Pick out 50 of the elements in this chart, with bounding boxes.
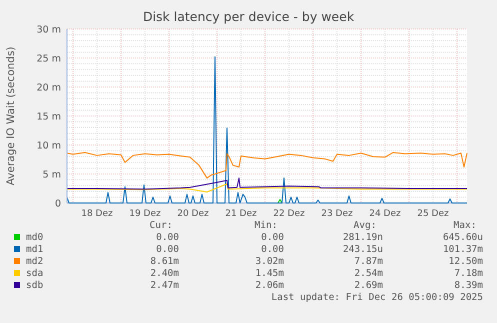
- y-tick-label: 30 m: [36, 24, 61, 36]
- text: 281.19n: [342, 232, 383, 243]
- y-tick-label: 15 m: [36, 111, 61, 122]
- legend-label: md1: [26, 244, 44, 255]
- text: 2.47m: [150, 280, 180, 291]
- x-tick-label: 24 Dez: [369, 209, 402, 219]
- legend-label: md0: [26, 232, 44, 243]
- chart-title: Disk latency per device - by week: [142, 9, 355, 24]
- y-tick-label: 20 m: [36, 82, 61, 94]
- text: 101.37m: [442, 244, 484, 255]
- legend-label: sda: [26, 268, 44, 279]
- y-tick-label: 10 m: [36, 140, 61, 152]
- text: 2.54m: [354, 268, 384, 279]
- x-tick-label: 23 Dez: [321, 209, 354, 219]
- y-tick-label: 25 m: [36, 53, 61, 64]
- text: 2.69m: [354, 280, 384, 291]
- text: Min:: [254, 220, 278, 231]
- x-tick-label: 21 Dez: [225, 209, 258, 219]
- legend-label: md2: [26, 256, 44, 267]
- line-series: [66, 152, 468, 179]
- text: Cur:: [150, 220, 172, 231]
- text: 2.06m: [255, 280, 284, 291]
- x-tick-label: 18 Dez: [81, 209, 114, 219]
- y-axis-title: Average IO Wait (seconds): [5, 46, 17, 186]
- legend-label: sdb: [26, 280, 44, 291]
- text: 0.00: [261, 244, 284, 255]
- text: 2.40m: [150, 268, 180, 279]
- text: 7.87m: [354, 256, 384, 267]
- text: 12.50m: [448, 256, 484, 267]
- x-tick-label: 22 Dez: [273, 209, 306, 219]
- text: 645.60u: [442, 232, 483, 243]
- text: 3.02m: [255, 256, 284, 267]
- text: 243.15u: [342, 244, 383, 255]
- x-tick-label: 20 Dez: [177, 209, 210, 219]
- line-series: [66, 183, 468, 192]
- x-tick-label: 19 Dez: [129, 209, 162, 219]
- text: 8.61m: [150, 256, 180, 267]
- x-tick-label: 25 Dez: [417, 209, 450, 219]
- text: 0.00: [156, 244, 180, 255]
- text: 8.39m: [454, 280, 484, 291]
- y-tick-label: 5 m: [42, 169, 61, 180]
- y-tick-label: 0: [54, 198, 61, 210]
- text: 0.00: [261, 232, 284, 243]
- text: Avg:: [354, 220, 376, 231]
- line-series: [66, 178, 468, 190]
- text: Last update: Fri Dec 26 05:00:09 2025: [271, 292, 483, 303]
- text: Max:: [454, 220, 476, 231]
- text: 1.45m: [255, 268, 284, 279]
- text: 7.18m: [454, 268, 484, 279]
- text: 0.00: [156, 232, 180, 243]
